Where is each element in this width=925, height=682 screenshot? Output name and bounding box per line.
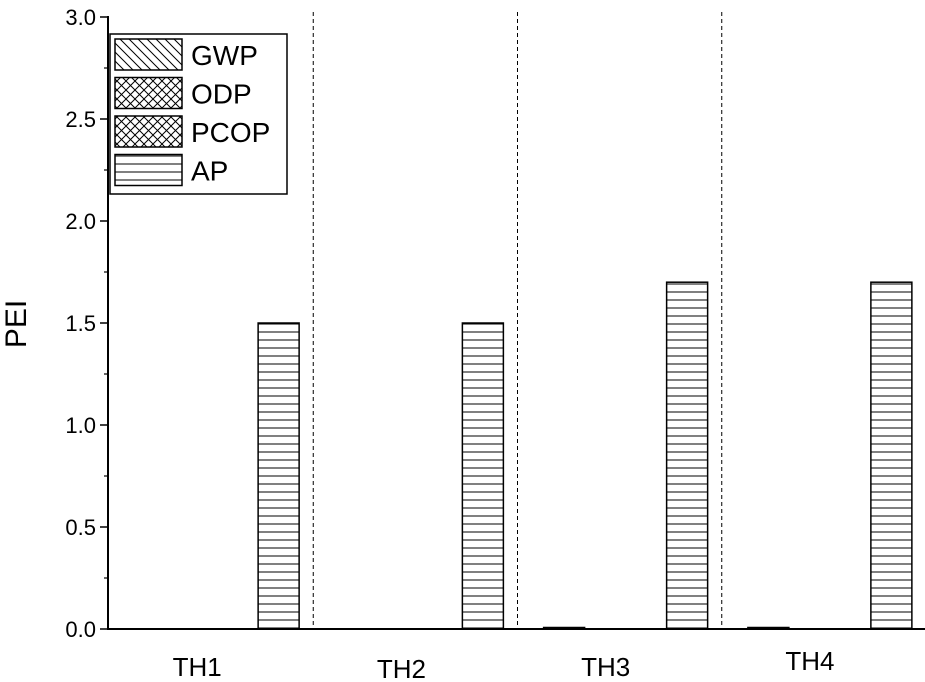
- bar-ap-th2: [461, 322, 505, 630]
- y-tick-label: 3.0: [65, 5, 96, 30]
- legend: GWP ODP PCOP AP: [109, 33, 288, 195]
- x-category-labels: TH1 TH2 TH3 TH4: [173, 646, 835, 682]
- legend-label-pcop: PCOP: [191, 117, 270, 148]
- bar-ap-th3: [665, 281, 709, 630]
- y-tick-label: 0.0: [65, 617, 96, 642]
- y-tick-label: 2.0: [65, 209, 96, 234]
- x-category-label: TH4: [785, 646, 834, 676]
- x-category-label: TH1: [173, 652, 222, 682]
- y-tick-label: 2.5: [65, 107, 96, 132]
- bars: [257, 281, 913, 630]
- legend-swatch-pcop: [114, 115, 183, 148]
- bar-ap-th1: [257, 322, 300, 630]
- y-tick-label: 1.5: [65, 311, 96, 336]
- legend-swatch-odp: [114, 76, 183, 110]
- x-category-label: TH2: [377, 654, 426, 682]
- x-category-label: TH3: [581, 652, 630, 682]
- y-axis-title: PEI: [0, 300, 33, 348]
- category-separators: [312, 12, 723, 629]
- legend-label-ap: AP: [191, 156, 228, 187]
- legend-swatch-ap: [114, 153, 183, 187]
- legend-label-odp: ODP: [191, 79, 252, 110]
- legend-label-gwp: GWP: [191, 40, 258, 71]
- bar-ap-th4: [870, 281, 913, 630]
- y-tick-label: 1.0: [65, 413, 96, 438]
- legend-swatch-gwp: [114, 38, 183, 71]
- y-tick-label: 0.5: [65, 515, 96, 540]
- y-ticks: 0.0 0.5 1.0 1.5 2.0 2.5 3.0: [65, 5, 108, 642]
